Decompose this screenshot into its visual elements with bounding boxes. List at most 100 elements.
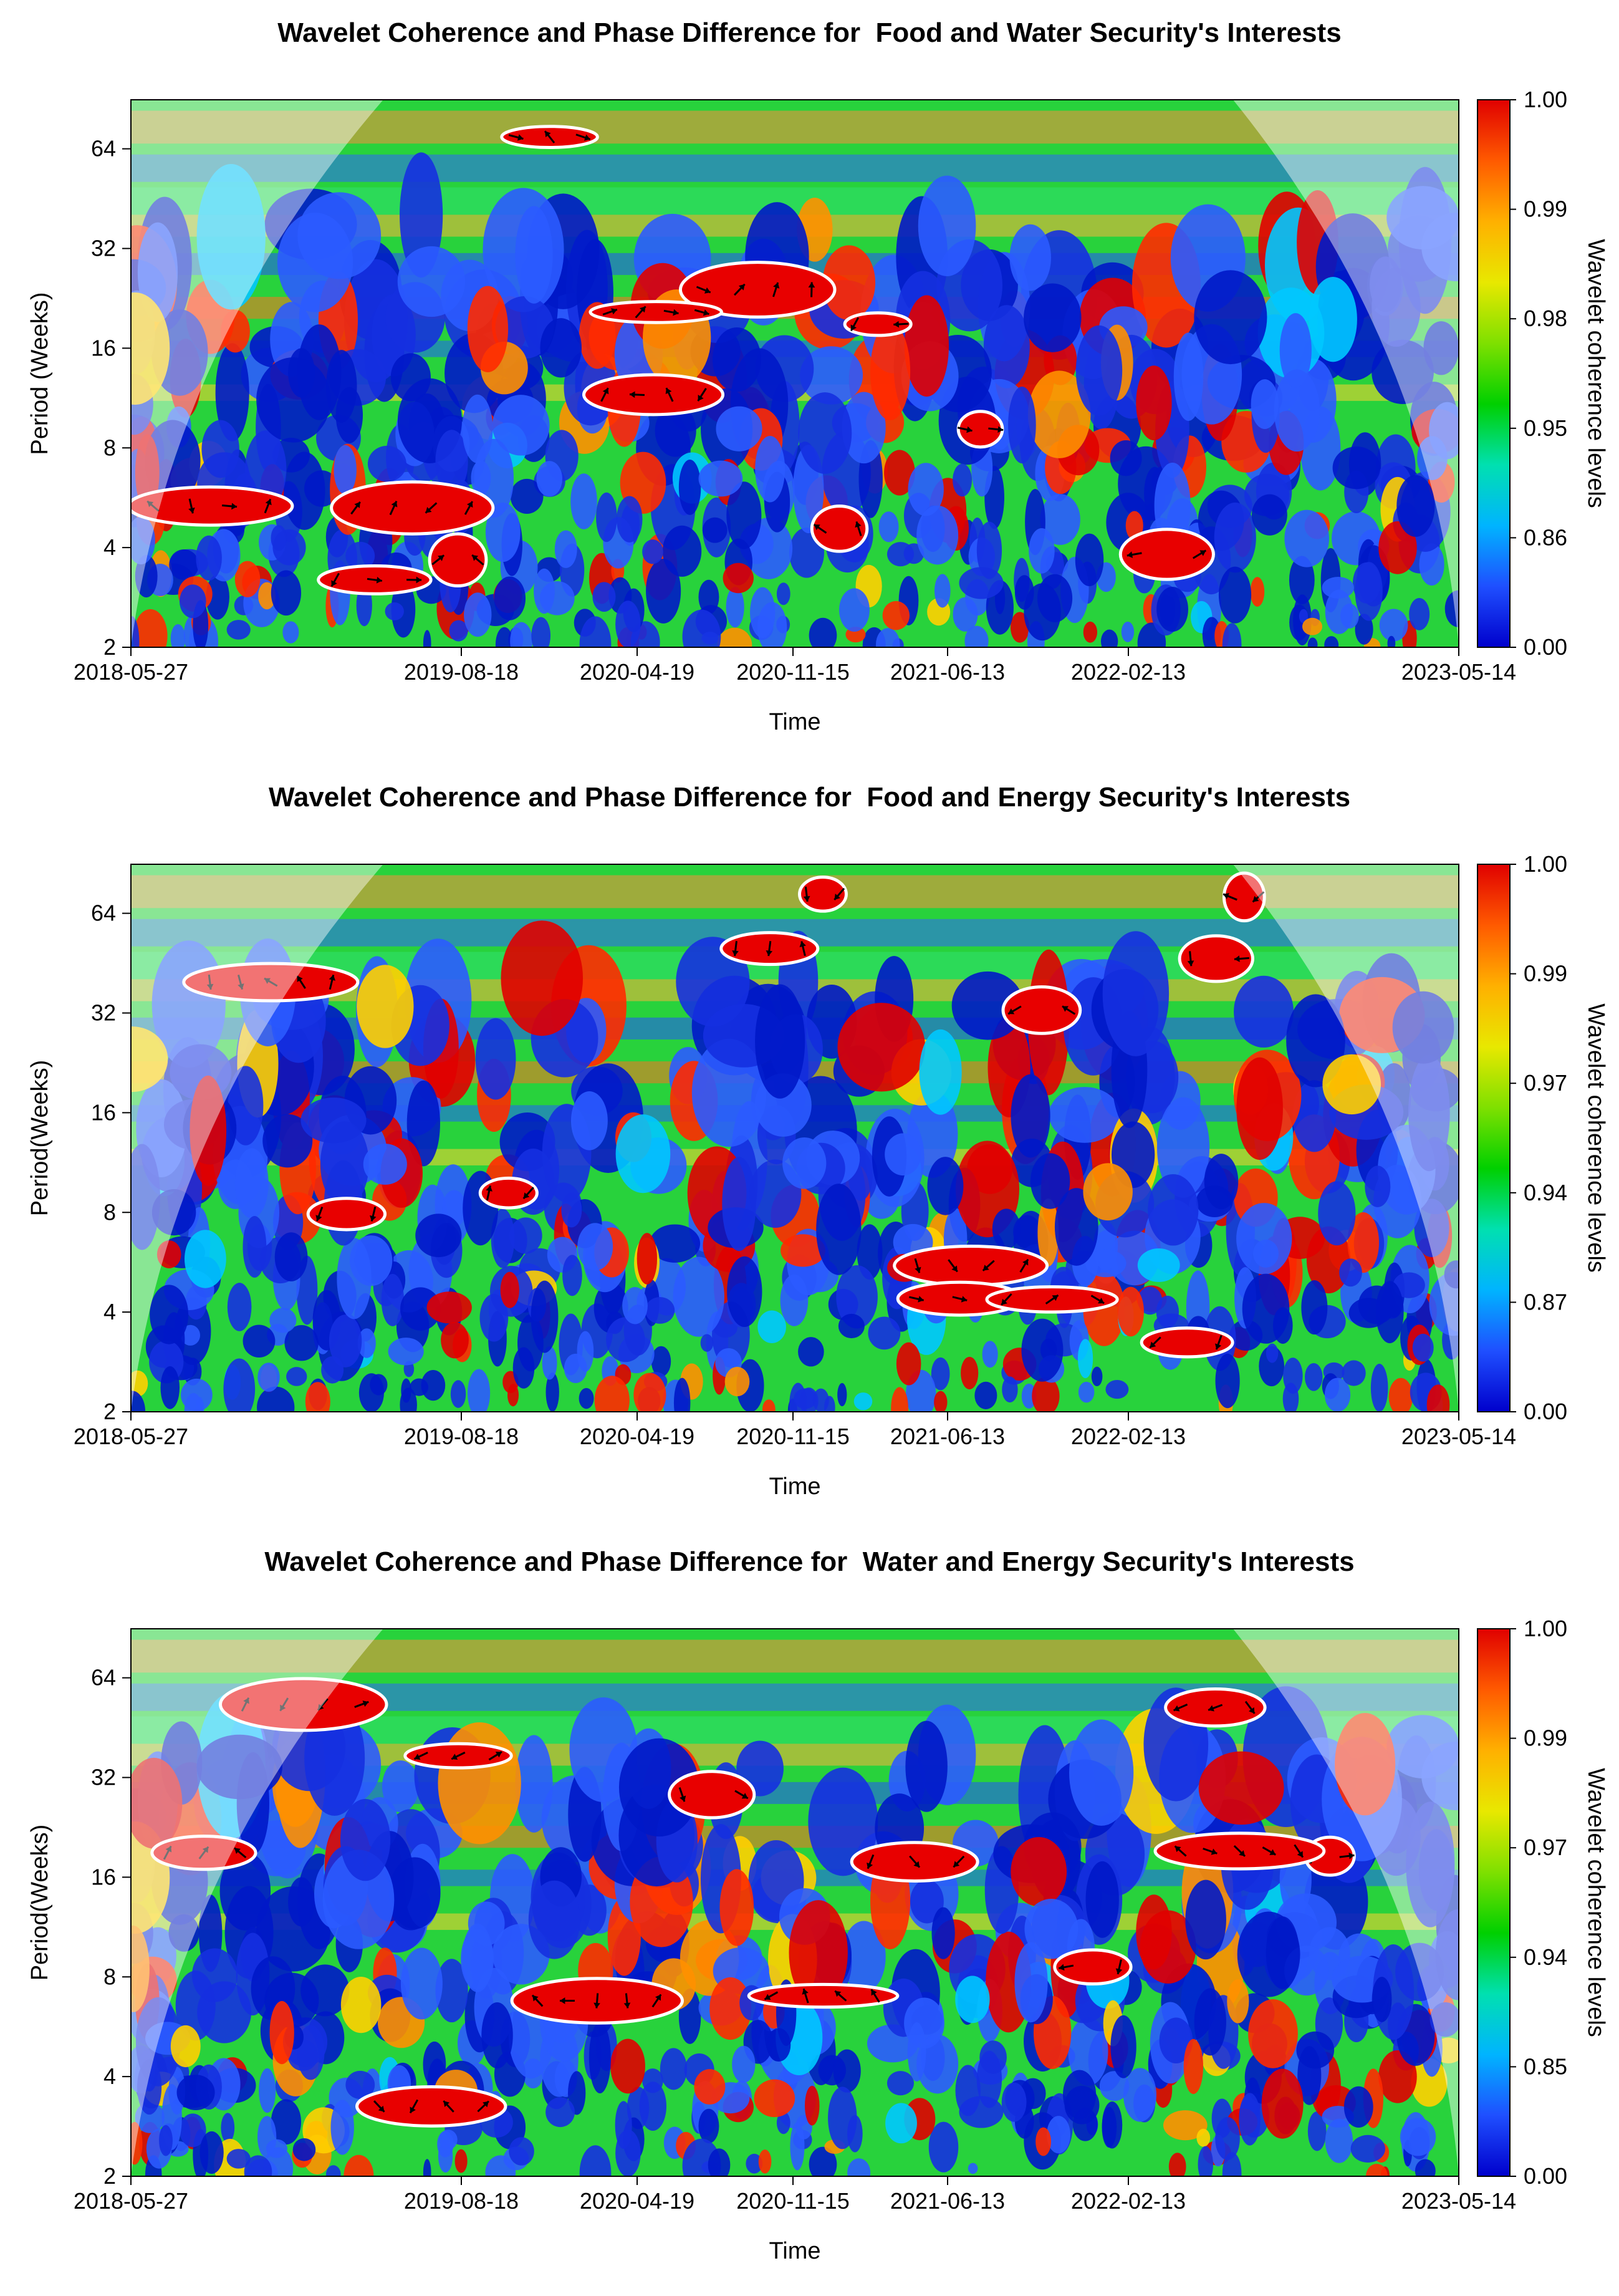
coherence-blob [790, 2122, 805, 2171]
phase-arrow [803, 886, 810, 902]
coherence-panel-2: Wavelet Coherence and Phase Difference f… [0, 765, 1619, 1529]
cone-of-influence-left [131, 864, 383, 1412]
coherence-blob [1236, 1057, 1283, 1160]
coherence-blob [842, 1921, 886, 1993]
coherence-blob [1396, 475, 1435, 537]
coherence-blob [589, 2022, 611, 2094]
colorbar-tick-label: 0.95 [1524, 415, 1567, 441]
coherence-blob [1266, 1343, 1279, 1363]
coherence-blob [798, 392, 852, 474]
coherence-blob [515, 206, 553, 304]
coherence-blob [1204, 1154, 1239, 1210]
coherence-blob [454, 2149, 468, 2173]
coherence-blob [1183, 2038, 1204, 2095]
chart-title: Wavelet Coherence and Phase Difference f… [268, 782, 1351, 813]
coherence-blob [1002, 1376, 1018, 1403]
phase-arrow [1252, 891, 1265, 903]
coherence-blob [1030, 1153, 1070, 1209]
colorbar-title: Wavelet coherence levels [1583, 239, 1609, 508]
phase-arrow [732, 941, 739, 957]
coherence-blob [1355, 614, 1373, 645]
phase-arrow [1262, 1846, 1276, 1856]
x-tick-label: 2022-02-13 [1071, 2188, 1186, 2214]
phase-arrow [1208, 1704, 1223, 1712]
chart-title: Wavelet Coherence and Phase Difference f… [264, 1546, 1355, 1577]
coherence-blob [545, 2097, 575, 2128]
coherence-blob [782, 1137, 827, 1189]
coherence-blob [135, 554, 158, 598]
x-tick-label: 2022-02-13 [1071, 659, 1186, 685]
significant-region [668, 1770, 756, 1820]
coherence-blob [1136, 365, 1172, 441]
coherence-blob [992, 1208, 1021, 1250]
coherence-blob [1279, 313, 1312, 388]
heatmap-band [131, 1639, 1459, 1673]
coherence-blob [717, 627, 752, 647]
significant-region [798, 875, 848, 913]
phase-arrow [406, 576, 422, 584]
y-tick-label: 2 [103, 1399, 116, 1424]
coherence-blob [1408, 1054, 1450, 1172]
coherence-blob [1444, 590, 1459, 627]
coherence-blob [1032, 1377, 1060, 1412]
coherence-blob [716, 406, 762, 451]
phase-arrow [522, 1187, 534, 1200]
coherence-blob [397, 246, 466, 317]
coherence-blob [755, 984, 805, 1099]
significant-region [843, 311, 913, 337]
coherence-blob [1353, 562, 1381, 604]
coherence-blob [1021, 1318, 1064, 1382]
coherence-blob [131, 616, 140, 647]
phase-arrow [1173, 1704, 1188, 1712]
coherence-blob [1024, 1899, 1079, 1959]
wavelet-coherence-plot: 2 4 8 16 32 64 2018-05-27 2019-08-18 2020-04-19 2… [27, 1616, 1609, 2264]
phase-arrow [1294, 1844, 1304, 1858]
phase-arrow [575, 133, 591, 141]
cone-of-influence-left [131, 1629, 383, 2176]
coherence-blob [435, 1959, 468, 2023]
coherence-blob [468, 1369, 491, 1412]
x-tick-label: 2020-11-15 [736, 659, 849, 685]
phase-arrow [948, 1259, 958, 1273]
coherence-blob [462, 394, 493, 463]
phase-arrow [834, 1990, 847, 2002]
coherence-blob [515, 1735, 553, 1833]
coherence-blob [257, 1386, 295, 1412]
coherence-blob [976, 521, 1002, 579]
significant-region [1118, 528, 1215, 581]
coherence-blob [330, 2100, 354, 2155]
coherence-blob [170, 624, 186, 647]
coherence-blob [983, 305, 1030, 388]
coherence-blob [410, 1378, 429, 1396]
coherence-blob [179, 584, 206, 619]
coherence-blob [808, 1767, 878, 1876]
phase-arrow [982, 1260, 995, 1271]
coherence-blob [1307, 2111, 1327, 2151]
x-tick-label: 2019-08-18 [404, 1424, 519, 1449]
coherence-panel-3: Wavelet Coherence and Phase Difference f… [0, 1529, 1619, 2294]
coherence-blob [722, 1157, 756, 1252]
coherence-blob [1388, 1377, 1413, 1412]
coherence-blob [335, 387, 363, 443]
coherence-blob [1239, 2093, 1261, 2146]
phase-arrow [909, 1855, 921, 1868]
phase-arrow [629, 391, 645, 398]
phase-arrow [1187, 951, 1194, 967]
colorbar [1477, 864, 1511, 1412]
coherence-blob [1415, 2159, 1436, 2176]
coherence-blob [878, 511, 899, 543]
coherence-blob [1342, 1360, 1366, 1386]
coherence-blob [540, 318, 582, 378]
coherence-blob [542, 1346, 557, 1380]
coherence-blob [776, 2111, 790, 2134]
coherence-blob [536, 461, 563, 497]
phase-arrow [1193, 549, 1207, 559]
coherence-blob [199, 2131, 224, 2174]
coherence-blob [269, 2000, 294, 2065]
heatmap-band [131, 154, 1459, 182]
coherence-blob [1322, 577, 1355, 599]
phase-arrow [908, 1296, 925, 1303]
phase-arrow [431, 554, 445, 566]
coherence-blob [234, 561, 261, 597]
coherence-blob [1236, 1203, 1292, 1275]
